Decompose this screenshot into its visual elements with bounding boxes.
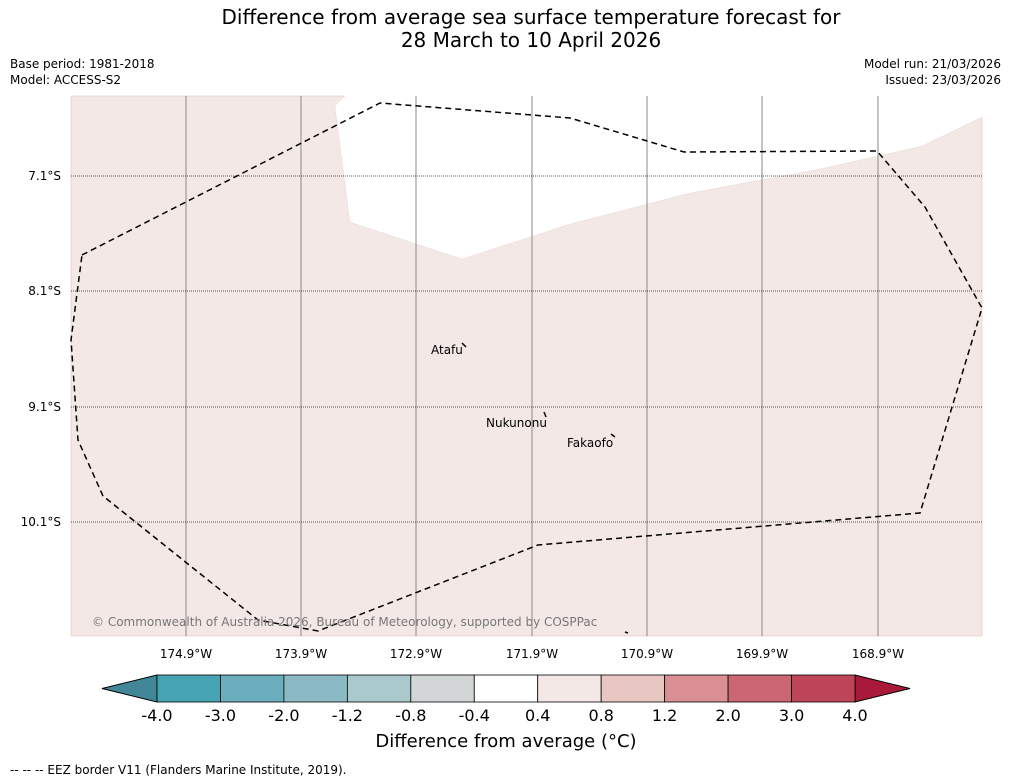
lat-label: 7.1°S xyxy=(28,169,61,183)
meta-right: Model run: 21/03/2026 Issued: 23/03/2026 xyxy=(864,56,1001,88)
lon-label: 169.9°W xyxy=(736,647,788,661)
copyright-notice: © Commonwealth of Australia 2026, Bureau… xyxy=(92,615,597,629)
title-line-2: 28 March to 10 April 2026 xyxy=(400,28,662,52)
eez-border xyxy=(70,102,983,632)
small-islet xyxy=(624,631,629,634)
issued-date: Issued: 23/03/2026 xyxy=(885,73,1001,87)
atafu-island xyxy=(461,342,467,348)
title-line-1: Difference from average sea surface temp… xyxy=(221,5,841,29)
base-period: Base period: 1981-2018 xyxy=(10,57,155,71)
lon-label: 173.9°W xyxy=(275,647,327,661)
chart-title: Difference from average sea surface temp… xyxy=(0,6,1011,52)
colorbar-label: Difference from average (°C) xyxy=(375,731,637,752)
place-atafu: Atafu xyxy=(431,343,463,357)
model-name: Model: ACCESS-S2 xyxy=(10,73,122,87)
meridian-lines xyxy=(185,96,879,636)
latitude-labels: 7.1°S 8.1°S 9.1°S 10.1°S xyxy=(21,169,61,529)
place-fakaofo: Fakaofo xyxy=(567,436,613,450)
neutral-area xyxy=(335,96,982,259)
meta-left: Base period: 1981-2018 Model: ACCESS-S2 xyxy=(10,56,155,88)
lat-label: 9.1°S xyxy=(28,400,61,414)
lon-label: 174.9°W xyxy=(160,647,212,661)
eez-legend-note: -- -- -- EEZ border V11 (Flanders Marine… xyxy=(10,763,347,777)
lat-label: 8.1°S xyxy=(28,284,61,298)
model-run: Model run: 21/03/2026 xyxy=(863,57,1001,71)
lon-label: 172.9°W xyxy=(390,647,442,661)
lon-label: 171.9°W xyxy=(506,647,558,661)
lat-label: 10.1°S xyxy=(21,515,61,529)
lon-label: 168.9°W xyxy=(852,647,904,661)
lon-label: 170.9°W xyxy=(621,647,673,661)
nukunonu-island xyxy=(543,411,547,418)
fakaofo-island xyxy=(610,433,616,438)
longitude-labels: 174.9°W 173.9°W 172.9°W 171.9°W 170.9°W … xyxy=(160,647,904,661)
place-nukunonu: Nukunonu xyxy=(486,416,547,430)
